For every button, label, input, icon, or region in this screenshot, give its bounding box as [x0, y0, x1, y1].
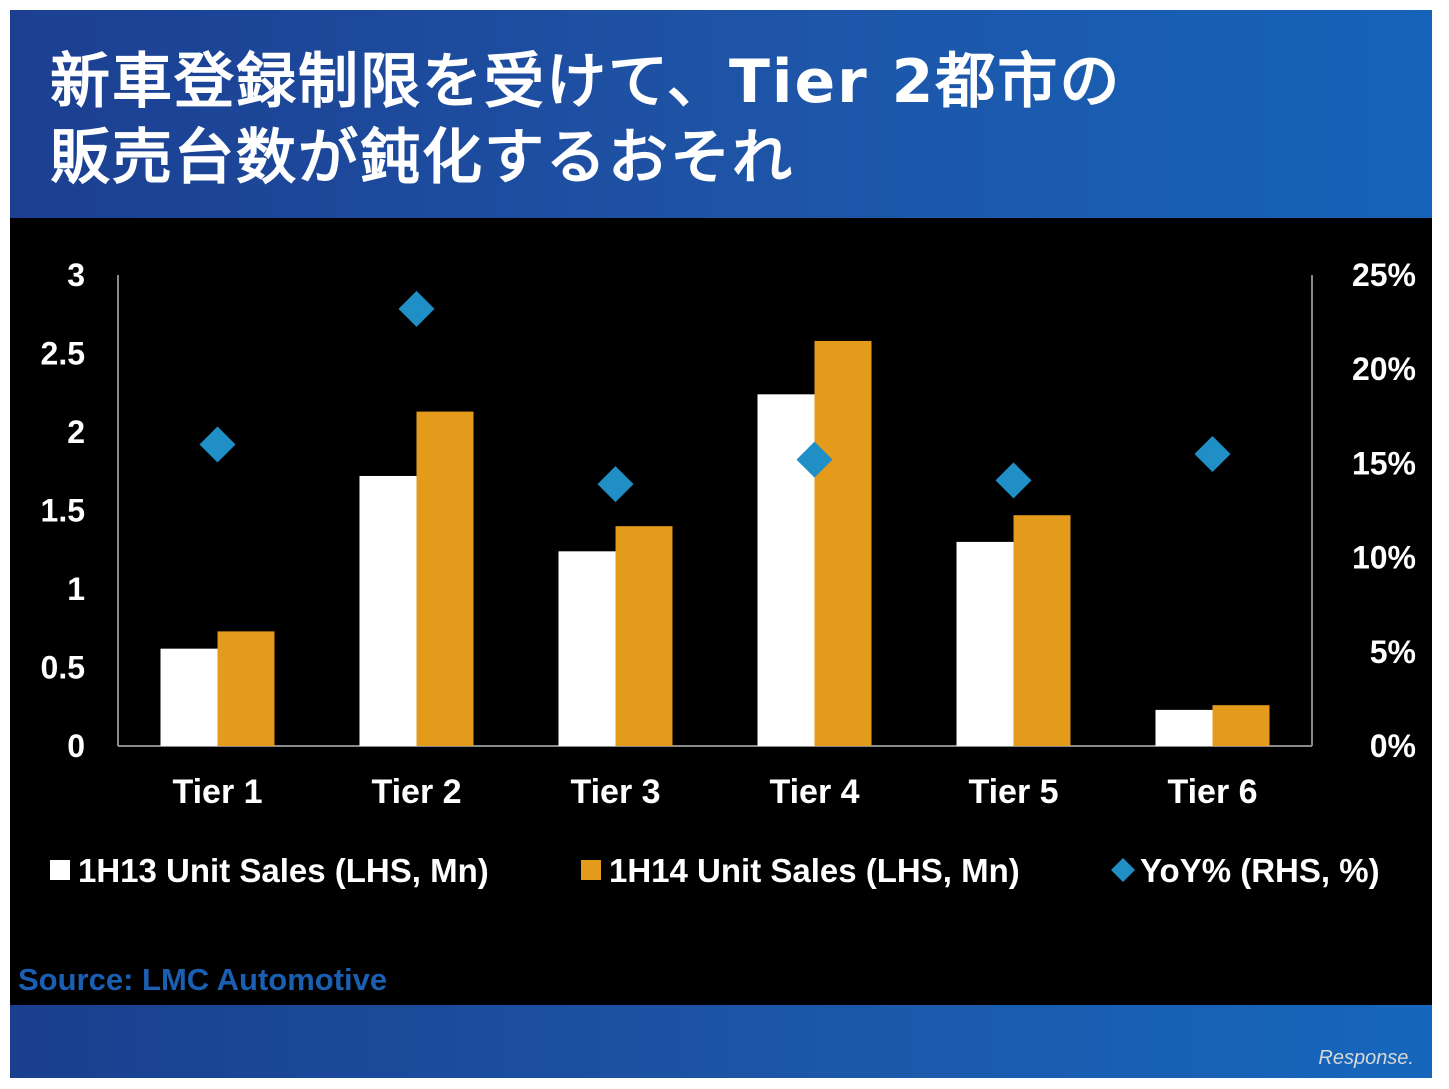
yoy-point: [995, 462, 1032, 499]
x-tick-label: Tier 4: [769, 773, 859, 811]
y-left-tick-label: 1.5: [41, 493, 85, 529]
yoy-point: [597, 466, 634, 503]
bar-1h13: [757, 394, 815, 746]
bar-1h14: [1013, 515, 1071, 746]
legend-label: YoY% (RHS, %): [1140, 852, 1380, 889]
x-tick-label: Tier 2: [371, 773, 461, 811]
chart-ticks: 0 0.5 1 1.5 2 2.5 3 0% 5% 10% 15% 20% 25% Tier 1 Tier …: [41, 257, 1416, 811]
bar-1h13: [956, 541, 1014, 746]
y-left-tick-label: 2: [67, 414, 85, 450]
x-tick-label: Tier 5: [968, 773, 1058, 811]
title-bar: 新車登録制限を受けて、Tier 2都市の 販売台数が鈍化するおそれ: [10, 10, 1432, 218]
y-right-tick-label: 0%: [1370, 728, 1416, 764]
chart-points: [199, 290, 1231, 503]
yoy-point: [1194, 435, 1231, 472]
legend-marker: [1111, 858, 1135, 882]
y-left-tick-label: 1: [67, 571, 85, 607]
y-left-tick-label: 3: [67, 257, 85, 293]
x-tick-label: Tier 3: [570, 773, 660, 811]
bar-1h13: [1155, 709, 1213, 746]
y-right-tick-label: 5%: [1370, 634, 1416, 670]
bar-1h14: [1212, 705, 1270, 746]
chart-title-line-2: 販売台数が鈍化するおそれ: [50, 123, 794, 193]
chart-legend: 1H13 Unit Sales (LHS, Mn) 1H14 Unit Sales…: [50, 852, 1380, 889]
watermark: Response.: [1318, 1047, 1414, 1069]
y-right-tick-label: 20%: [1352, 351, 1416, 387]
legend-marker: [581, 860, 601, 880]
y-left-tick-label: 0.5: [41, 650, 85, 686]
yoy-point: [398, 290, 435, 327]
bar-1h13: [359, 475, 417, 746]
footer-bar: Response.: [10, 1005, 1432, 1078]
chart-title-line-1: 新車登録制限を受けて、Tier 2都市の: [50, 47, 1122, 117]
bar-1h14: [416, 411, 474, 746]
bar-1h13: [558, 551, 616, 746]
y-left-tick-label: 2.5: [41, 336, 85, 372]
legend-label: 1H14 Unit Sales (LHS, Mn): [609, 852, 1020, 889]
bar-1h14: [217, 631, 275, 746]
yoy-point: [199, 426, 236, 463]
y-right-tick-label: 15%: [1352, 445, 1416, 481]
y-left-tick-label: 0: [67, 728, 85, 764]
source-note: Source: LMC Automotive: [18, 962, 388, 997]
bar-1h14: [615, 526, 673, 746]
x-tick-label: Tier 1: [172, 773, 262, 811]
legend-label: 1H13 Unit Sales (LHS, Mn): [78, 852, 489, 889]
y-right-tick-label: 10%: [1352, 540, 1416, 576]
chart-bars: [160, 340, 1270, 746]
y-right-tick-label: 25%: [1352, 257, 1416, 293]
slide: 新車登録制限を受けて、Tier 2都市の 販売台数が鈍化するおそれ: [10, 10, 1432, 1078]
legend-marker: [50, 860, 70, 880]
bar-1h14: [814, 340, 872, 746]
chart-axes: [117, 275, 1313, 747]
bar-1h13: [160, 648, 218, 746]
yoy-point: [796, 441, 833, 478]
x-tick-label: Tier 6: [1167, 773, 1257, 811]
